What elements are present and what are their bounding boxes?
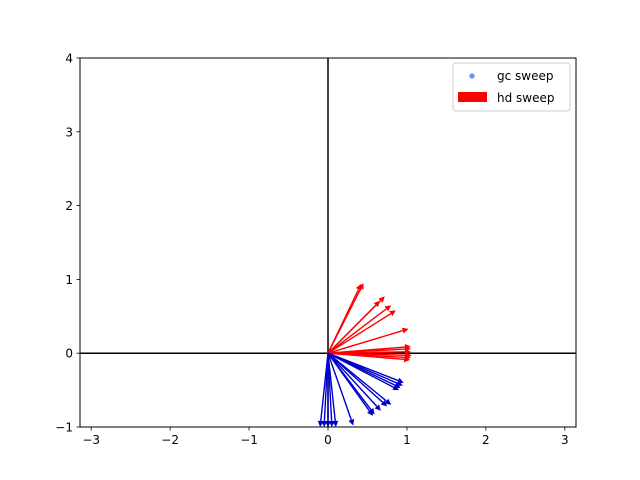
vector-arrow [327, 352, 373, 416]
y-tick-label: 1 [65, 273, 73, 287]
y-axis-ticks: −1 0 1 2 3 4 [55, 52, 80, 435]
y-tick-label: 0 [65, 347, 73, 361]
x-tick-label: 0 [324, 433, 332, 447]
y-tick-label: −1 [55, 421, 73, 435]
x-tick-label: −1 [240, 433, 258, 447]
gc-sweep-arrows [317, 352, 404, 427]
vector-arrow [317, 353, 329, 427]
vector-arrow [327, 305, 392, 354]
x-tick-label: −2 [161, 433, 179, 447]
vector-arrow [327, 352, 388, 407]
legend-gc-label: gc sweep [497, 69, 553, 83]
vector-arrow [327, 327, 409, 354]
vector-arrow [327, 300, 381, 354]
vector-arrow [327, 352, 355, 426]
legend: gc sweep hd sweep [452, 62, 571, 112]
y-tick-label: 4 [65, 52, 73, 66]
x-axis-ticks: −3 −2 −1 0 1 2 3 [82, 427, 569, 447]
x-tick-label: 2 [482, 433, 490, 447]
hd-sweep-arrows [327, 283, 412, 363]
x-tick-label: 1 [403, 433, 411, 447]
vector-arrow [327, 352, 400, 391]
y-tick-label: 3 [65, 125, 73, 139]
vector-arrow [327, 352, 381, 411]
x-tick-label: 3 [561, 433, 569, 447]
legend-hd-label: hd sweep [497, 91, 555, 105]
vector-field [317, 283, 412, 427]
vector-arrow [327, 283, 362, 354]
vector-arrow [327, 310, 396, 354]
vector-arrow [327, 352, 411, 363]
legend-hd-patch [458, 92, 487, 102]
legend-gc-marker [469, 73, 475, 79]
x-tick-label: −3 [82, 433, 100, 447]
y-tick-label: 2 [65, 199, 73, 213]
